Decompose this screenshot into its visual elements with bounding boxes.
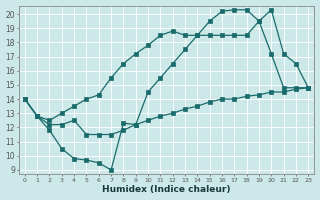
X-axis label: Humidex (Indice chaleur): Humidex (Indice chaleur) xyxy=(102,185,231,194)
